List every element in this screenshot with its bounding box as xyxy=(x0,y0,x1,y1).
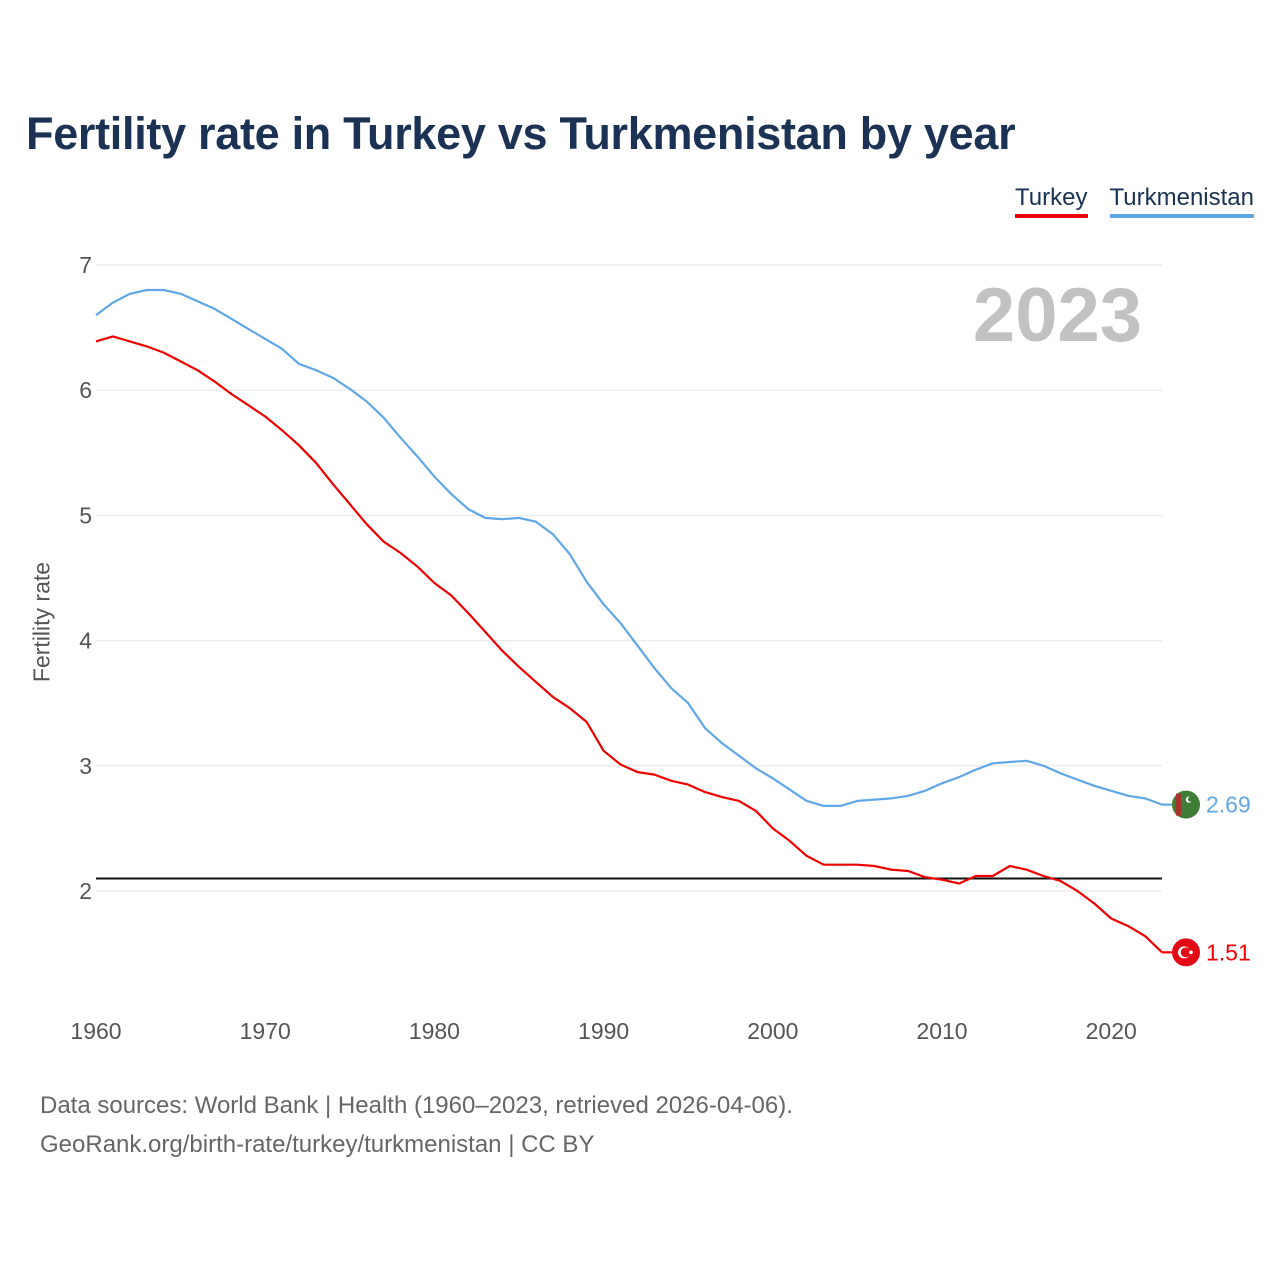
end-value-label-turkmenistan: 2.69 xyxy=(1206,792,1251,818)
star-dot xyxy=(1189,950,1193,955)
x-tick-label: 1970 xyxy=(240,1018,291,1044)
x-tick-label: 2020 xyxy=(1086,1018,1137,1044)
legend-item-turkmenistan[interactable]: Turkmenistan xyxy=(1109,184,1254,218)
series-line-turkey xyxy=(95,335,1163,954)
legend-item-turkey[interactable]: Turkey xyxy=(1015,184,1088,218)
flag-carpet-stripe xyxy=(1176,793,1181,816)
series-line-turkmenistan xyxy=(95,288,1163,808)
footer-sources: Data sources: World Bank | Health (1960–… xyxy=(40,1092,793,1119)
footer-link[interactable]: GeoRank.org/birth-rate/turkey/turkmenist… xyxy=(40,1131,595,1158)
chart-title: Fertility rate in Turkey vs Turkmenistan… xyxy=(26,108,1016,159)
y-tick-label: 5 xyxy=(79,502,92,528)
crescent-inner xyxy=(1180,947,1191,958)
x-tick-label: 1960 xyxy=(70,1018,121,1044)
legend: Turkey Turkmenistan xyxy=(1015,184,1254,218)
y-tick-label: 4 xyxy=(79,628,92,654)
x-tick-label: 2010 xyxy=(916,1018,967,1044)
y-tick-label: 7 xyxy=(79,252,92,278)
y-tick-label: 6 xyxy=(79,377,92,403)
crescent-inner xyxy=(1187,796,1194,802)
x-tick-label: 1980 xyxy=(409,1018,460,1044)
y-tick-label: 3 xyxy=(79,753,92,779)
year-watermark: 2023 xyxy=(972,273,1142,358)
x-tick-label: 1990 xyxy=(578,1018,629,1044)
x-tick-label: 2000 xyxy=(747,1018,798,1044)
end-value-label-turkey: 1.51 xyxy=(1206,939,1251,965)
y-tick-label: 2 xyxy=(79,878,92,904)
footer: Data sources: World Bank | Health (1960–… xyxy=(40,1086,793,1164)
